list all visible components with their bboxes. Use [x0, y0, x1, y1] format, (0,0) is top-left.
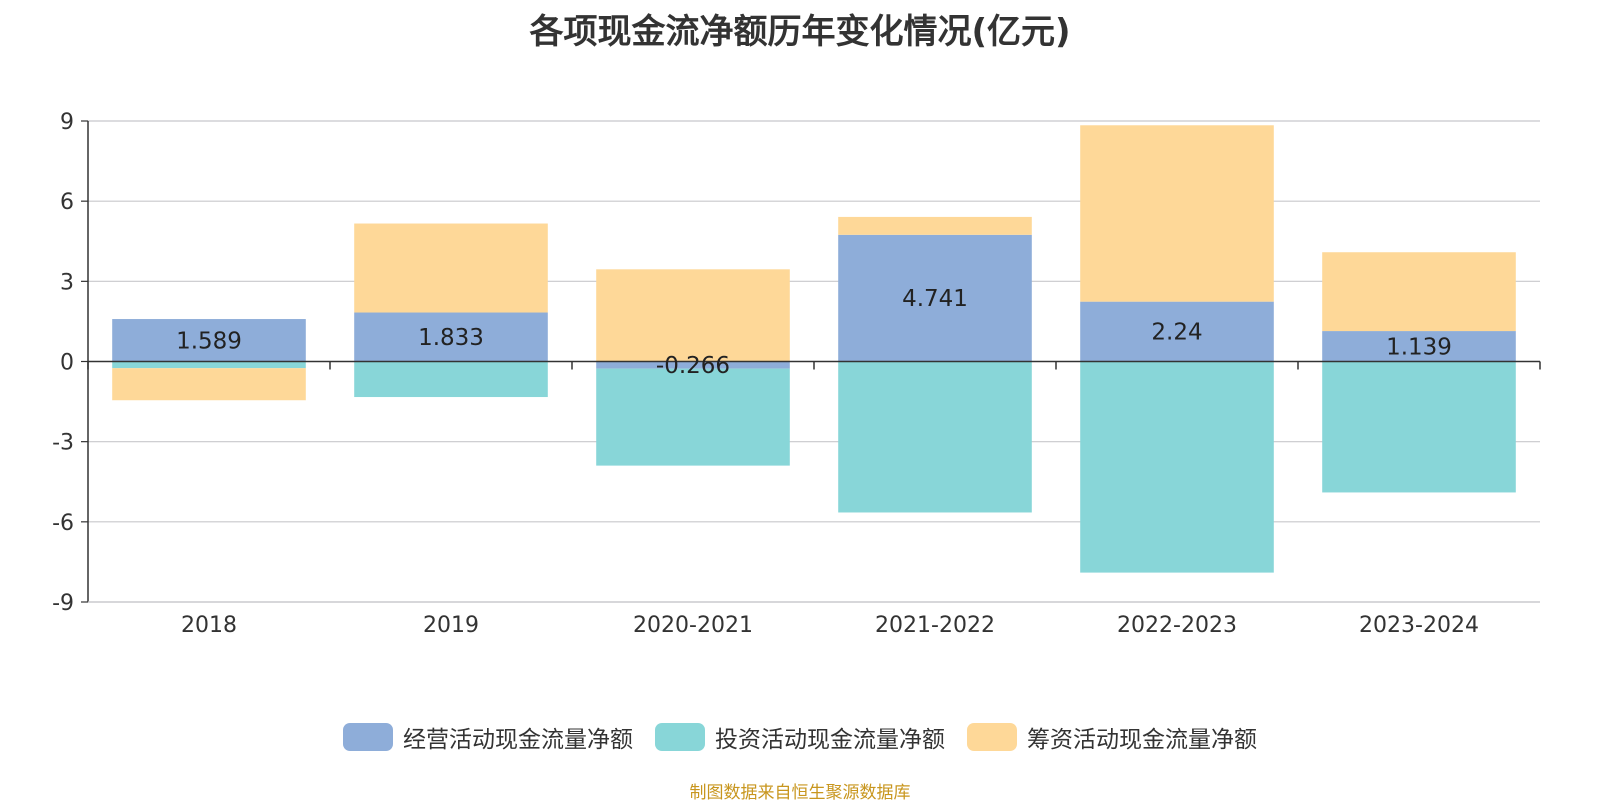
- chart-title: 各项现金流净额历年变化情况(亿元): [529, 12, 1071, 52]
- x-tick-label: 2020-2021: [633, 613, 753, 638]
- bar-series1-2023-2024: [1322, 361, 1516, 493]
- x-tick-label: 2021-2022: [875, 613, 995, 638]
- y-tick-label: -9: [52, 591, 74, 616]
- bars-layer: [112, 125, 1516, 573]
- legend-swatch: [967, 723, 1017, 751]
- legend-swatch: [343, 723, 393, 751]
- legend-label: 经营活动现金流量净额: [403, 727, 633, 753]
- legend-label: 投资活动现金流量净额: [715, 727, 945, 753]
- bar-series1-2022-2023: [1080, 361, 1274, 573]
- bar-series0-2021-2022: [838, 234, 1032, 362]
- data-label: 1.139: [1386, 334, 1452, 360]
- y-tick-label: -3: [52, 431, 74, 456]
- y-tick-label: 9: [60, 110, 74, 135]
- data-label: 2.24: [1151, 320, 1202, 346]
- bar-series1-2020-2021: [596, 368, 790, 466]
- y-tick-label: 0: [60, 351, 74, 376]
- bar-series2-2023-2024: [1322, 252, 1516, 332]
- y-tick-label: 6: [60, 190, 74, 215]
- legend-item[interactable]: 投资活动现金流量净额: [655, 720, 945, 754]
- data-label: -0.266: [656, 353, 730, 379]
- bar-series2-2020-2021: [596, 269, 790, 362]
- data-label: 1.589: [176, 328, 242, 354]
- bar-series0-2019: [354, 312, 548, 362]
- bar-series0-2023-2024: [1322, 331, 1516, 362]
- legend-item[interactable]: 经营活动现金流量净额: [343, 720, 633, 754]
- bar-series2-2022-2023: [1080, 125, 1274, 302]
- bar-series2-2018: [112, 368, 306, 401]
- legend: 经营活动现金流量净额 投资活动现金流量净额 筹资活动现金流量净额: [0, 720, 1600, 754]
- data-labels-layer: 1.589 1.833 -0.266 4.741 2.24 1.139: [176, 286, 1452, 379]
- source-note: 制图数据来自恒生聚源数据库: [689, 783, 911, 803]
- y-tick-label: 3: [60, 270, 74, 295]
- bar-series2-2019: [354, 223, 548, 313]
- bar-series2-2021-2022: [838, 216, 1032, 235]
- legend-label: 筹资活动现金流量净额: [1027, 727, 1257, 753]
- axis-layer: 9 6 3 0 -3 -6 -9 2018 2019 2020-2021 2021-2022 2022…: [52, 110, 1541, 638]
- bar-series1-2019: [354, 361, 548, 398]
- legend-swatch: [655, 723, 705, 751]
- bar-series0-2018: [112, 319, 306, 362]
- x-tick-label: 2022-2023: [1117, 613, 1237, 638]
- bar-series0-2022-2023: [1080, 301, 1274, 362]
- x-tick-label: 2019: [423, 613, 479, 638]
- data-label: 1.833: [418, 325, 484, 351]
- stacked-bar-chart: 9 6 3 0 -3 -6 -9 2018 2019 2020-2021 2021-2022 2022…: [52, 110, 1541, 638]
- x-tick-label: 2018: [181, 613, 237, 638]
- legend-item[interactable]: 筹资活动现金流量净额: [967, 720, 1257, 754]
- bar-series1-2018: [112, 361, 306, 369]
- bar-series0-2020-2021: [596, 361, 790, 369]
- y-tick-label: -6: [52, 511, 74, 536]
- bar-series1-2021-2022: [838, 361, 1032, 513]
- x-tick-label: 2023-2024: [1359, 613, 1479, 638]
- data-label: 4.741: [902, 286, 968, 312]
